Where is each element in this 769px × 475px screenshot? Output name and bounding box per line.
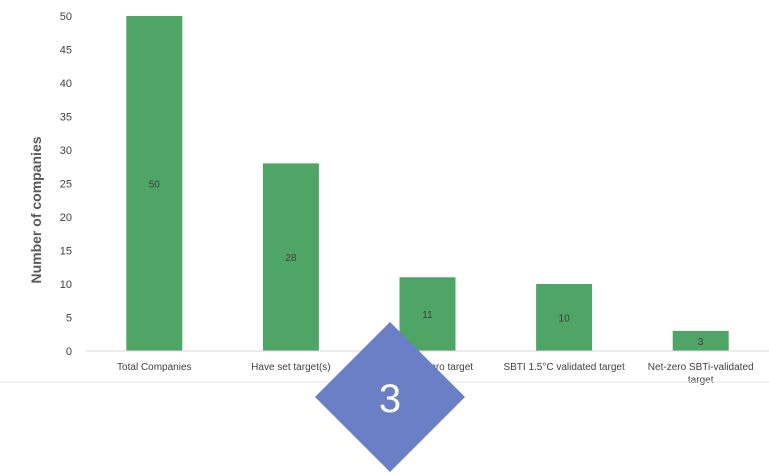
data-labels: 50 28 11 10 3	[149, 180, 704, 348]
slide-number-badge: 3	[315, 322, 465, 472]
x-tick-label: SBTI 1.5°C validated target	[503, 362, 625, 373]
y-tick-label: 10	[60, 279, 72, 291]
badge-number: 3	[379, 377, 401, 421]
y-tick-label: 35	[60, 112, 72, 124]
bar	[126, 16, 183, 351]
bar	[672, 330, 729, 351]
y-tick-label: 20	[60, 212, 72, 224]
y-tick-label: 40	[60, 78, 72, 90]
x-tick-label: Have set target(s)	[251, 362, 330, 373]
bar-value-label: 10	[559, 314, 571, 325]
badge-diamond-shape	[315, 322, 465, 472]
bar-value-label: 28	[285, 253, 297, 264]
y-axis-label: Number of companies	[28, 136, 44, 283]
x-tick-label: Total Companies	[117, 362, 191, 373]
bar	[262, 163, 319, 351]
y-tick-label: 25	[60, 179, 72, 191]
y-tick-label: 0	[66, 346, 72, 358]
y-tick-label: 15	[60, 246, 72, 258]
bar-value-label: 11	[422, 310, 433, 321]
y-tick-label: 50	[60, 11, 72, 23]
x-tick-label: Net-zero SBTi-validated target	[648, 362, 754, 386]
y-tick-label: 5	[66, 313, 72, 325]
y-tick-label: 30	[60, 145, 72, 157]
bar	[536, 284, 593, 351]
bar-value-label: 3	[698, 337, 704, 348]
bar-value-label: 50	[149, 180, 161, 191]
y-tick-label: 45	[60, 45, 72, 57]
y-axis-ticks: 0 5 10 15 20 25 30 35 40 45 50	[60, 11, 72, 358]
bar	[399, 277, 456, 351]
bars	[126, 16, 729, 351]
